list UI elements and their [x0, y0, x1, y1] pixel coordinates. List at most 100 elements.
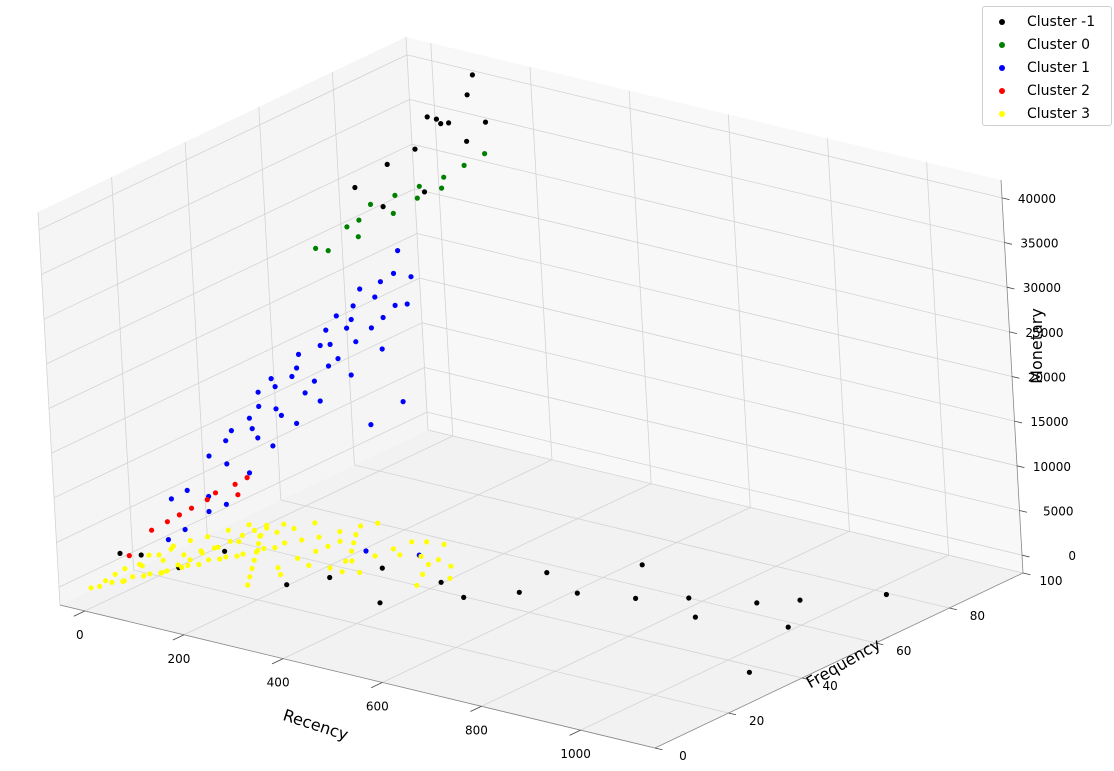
data-point: [390, 546, 396, 552]
data-point: [380, 204, 386, 210]
data-point: [270, 443, 276, 449]
data-point: [228, 428, 234, 434]
data-point: [275, 565, 281, 571]
legend-item-cluster-0: Cluster 0: [989, 33, 1105, 56]
data-point: [380, 314, 386, 321]
data-point: [206, 508, 212, 515]
grid-line: [419, 277, 1015, 422]
data-point: [412, 146, 418, 152]
x-tick-mark: [172, 634, 185, 641]
grid-line: [51, 277, 420, 454]
series-1: [313, 151, 488, 254]
data-point: [327, 565, 333, 571]
data-point: [212, 490, 219, 496]
data-point: [149, 527, 155, 533]
data-point: [356, 217, 362, 223]
legend: Cluster -1 Cluster 0 Cluster 1 Cluster 2…: [982, 6, 1112, 126]
grid-line: [427, 429, 1024, 574]
data-point: [424, 114, 430, 120]
data-point: [317, 398, 323, 404]
data-point: [357, 569, 363, 576]
data-point: [224, 461, 230, 467]
data-point: [574, 590, 580, 596]
data-point: [306, 562, 312, 569]
data-point: [206, 557, 212, 563]
grid-line: [38, 54, 408, 231]
data-point: [372, 294, 378, 300]
data-point: [469, 72, 475, 78]
data-point: [253, 549, 259, 555]
data-point: [244, 475, 250, 481]
data-point: [448, 563, 454, 569]
z-tick-label: 5000: [1043, 504, 1074, 518]
data-point: [754, 600, 760, 606]
grid-line: [416, 233, 1013, 377]
z-tick-mark: [1004, 242, 1013, 245]
y-tick-label: 60: [896, 644, 911, 658]
z-tick-label: 10000: [1033, 460, 1071, 474]
grid-line: [56, 367, 425, 543]
data-point: [251, 527, 258, 534]
data-point: [281, 521, 287, 527]
data-point: [156, 552, 162, 558]
legend-item-cluster-3: Cluster 3: [989, 102, 1105, 125]
grid-line: [409, 99, 1005, 243]
data-point: [160, 557, 166, 563]
x-tick-mark: [371, 682, 383, 689]
data-point: [353, 339, 359, 345]
data-point: [438, 121, 444, 127]
x-tick-mark: [271, 658, 284, 665]
data-point: [211, 545, 217, 551]
data-point: [181, 552, 187, 558]
data-point: [482, 151, 488, 157]
data-point: [299, 537, 305, 543]
data-point: [130, 574, 136, 580]
floor-pane: [60, 430, 1023, 748]
x-tick-label: 600: [366, 699, 389, 713]
data-point: [217, 556, 223, 562]
grid-line: [133, 569, 729, 714]
data-point: [185, 562, 191, 569]
grid-line: [414, 188, 1010, 333]
data-point: [176, 512, 182, 518]
data-point: [246, 415, 252, 421]
data-point: [323, 327, 329, 333]
data-point: [255, 435, 261, 441]
data-point: [433, 116, 439, 122]
data-point: [337, 529, 343, 535]
legend-item-cluster-2: Cluster 2: [989, 79, 1105, 102]
data-point: [397, 552, 403, 558]
data-point: [379, 346, 385, 352]
y-tick-mark: [1022, 572, 1031, 576]
data-point: [240, 551, 246, 557]
data-point: [335, 356, 341, 362]
data-point: [97, 583, 103, 590]
data-point: [425, 561, 432, 568]
y-tick-mark: [802, 677, 810, 681]
data-point: [416, 183, 422, 189]
data-point: [196, 561, 202, 568]
legend-label: Cluster -1: [1027, 13, 1096, 30]
data-point: [316, 534, 322, 540]
grid-line: [46, 188, 415, 365]
data-point: [289, 373, 295, 380]
z-tick-label: 35000: [1020, 237, 1058, 251]
data-point: [165, 537, 171, 543]
data-point: [883, 591, 890, 598]
x-tick-label: 1000: [560, 747, 591, 761]
data-point: [141, 573, 147, 579]
legend-item-cluster-neg1: Cluster -1: [989, 10, 1105, 33]
data-point: [344, 224, 350, 230]
data-point: [175, 562, 181, 568]
legend-label: Cluster 2: [1027, 82, 1091, 99]
z-tick-label: 0: [1068, 549, 1076, 563]
grid-line: [53, 322, 423, 499]
data-point: [395, 248, 401, 254]
data-point: [392, 302, 398, 308]
data-point: [251, 557, 257, 563]
data-point: [464, 92, 470, 98]
data-point: [400, 399, 406, 405]
data-point: [368, 422, 374, 428]
data-point: [516, 589, 522, 595]
data-point: [284, 582, 290, 588]
